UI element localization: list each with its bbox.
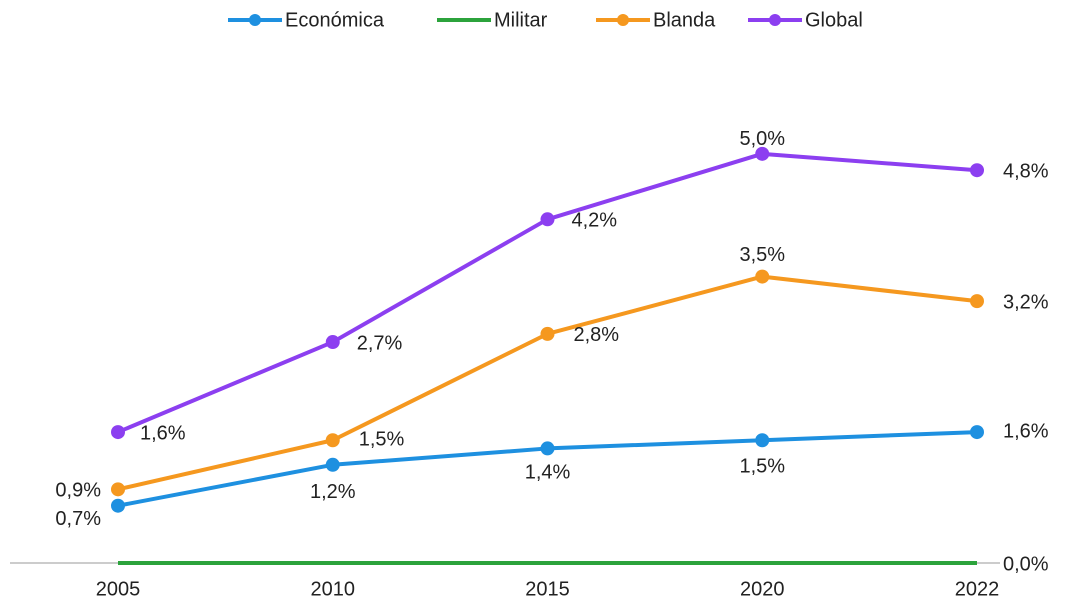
legend-label: Global [805,9,863,31]
legend-label: Económica [285,9,385,31]
point-marker [755,146,770,161]
point-marker [540,441,555,456]
point-marker [755,269,770,284]
x-tick-label: 2010 [311,578,356,600]
data-label: 0,0% [1003,553,1049,575]
data-label: 2,8% [574,324,620,346]
data-label: 5,0% [739,128,785,150]
data-label: 1,5% [359,429,405,451]
legend-marker [617,14,629,26]
data-label: 1,2% [310,481,356,503]
point-marker [540,212,555,227]
x-tick-label: 2015 [525,578,570,600]
point-marker [970,425,984,440]
data-label: 4,8% [1003,160,1049,182]
point-marker [755,433,770,448]
point-marker [540,326,555,341]
series-line [117,151,978,434]
point-marker [325,335,340,350]
legend-marker [769,14,781,26]
data-label: 2,7% [357,332,403,354]
x-tick-label: 2020 [740,578,785,600]
legend-label: Blanda [653,9,716,31]
x-tick-label: 2005 [96,578,141,600]
point-marker [325,433,340,448]
point-marker [111,498,125,513]
data-label: 1,6% [140,422,186,444]
data-label: 3,2% [1003,291,1049,313]
series-line [117,274,978,492]
data-label: 1,6% [1003,420,1049,442]
data-label: 0,9% [55,480,101,502]
data-label: 0,7% [55,508,101,530]
point-marker [970,163,984,178]
point-marker [325,457,340,472]
legend-label: Militar [494,9,548,31]
point-marker [970,294,984,309]
data-label: 3,5% [739,244,785,266]
data-label: 1,4% [525,462,571,484]
point-marker [111,482,125,497]
point-marker [111,425,125,440]
data-label: 1,5% [739,456,785,478]
legend-marker [249,14,261,26]
data-label: 4,2% [572,210,618,232]
x-tick-label: 2022 [955,578,1000,600]
